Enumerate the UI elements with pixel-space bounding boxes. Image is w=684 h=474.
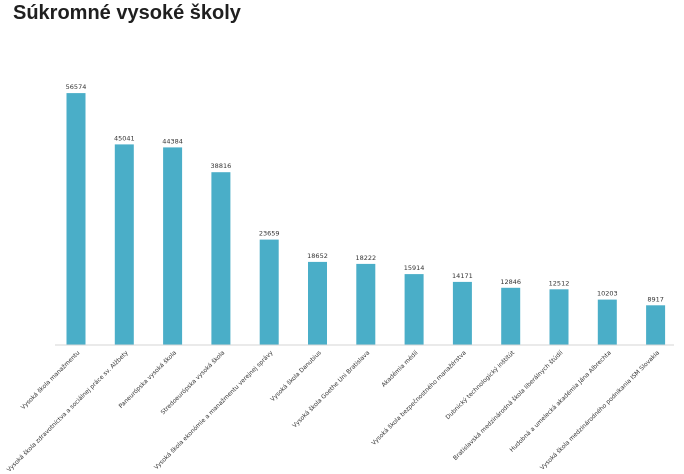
data-label: 38816	[211, 162, 232, 170]
category-label: Vysoká škola medzinárodného podnikania I…	[539, 349, 661, 471]
bar	[356, 263, 376, 345]
category-label: Vysoká škola bezpečnostného manažérstva	[370, 349, 468, 447]
chart-title: Súkromné vysoké školy	[13, 2, 241, 24]
data-label: 18222	[355, 254, 376, 262]
data-label: 8917	[647, 295, 664, 303]
bar	[114, 144, 134, 345]
bar	[452, 281, 472, 345]
bar	[404, 274, 424, 345]
category-label: Akadémia médií	[380, 349, 419, 388]
data-label: 14171	[452, 272, 473, 280]
bar	[501, 287, 521, 345]
bar	[163, 147, 183, 345]
bar	[646, 305, 666, 345]
category-label: Bratislavská medzinárodná škola liberáln…	[452, 349, 565, 462]
data-label: 23659	[259, 230, 280, 238]
category-label: Hudobná a umelecká akadémia Jána Albrech…	[508, 349, 612, 453]
category-label: Vysoká škola ekonómie a manažmentu verej…	[153, 349, 275, 471]
bar	[308, 261, 327, 345]
category-label: Vysoká škola Danubius	[269, 349, 323, 403]
data-label: 44384	[162, 137, 183, 145]
bar	[259, 239, 279, 345]
data-label: 56574	[66, 83, 87, 91]
data-label: 45041	[114, 134, 135, 142]
bar	[597, 299, 617, 345]
bar	[66, 93, 86, 345]
data-label: 18652	[307, 252, 328, 260]
data-label: 10203	[597, 290, 618, 298]
data-label: 12512	[549, 279, 570, 287]
data-label: 15914	[404, 264, 425, 272]
bar	[211, 172, 231, 345]
data-label: 12846	[500, 278, 521, 286]
bar	[549, 289, 569, 345]
category-label: Vysoká škola Goethe Uni Bratislava	[291, 349, 371, 429]
